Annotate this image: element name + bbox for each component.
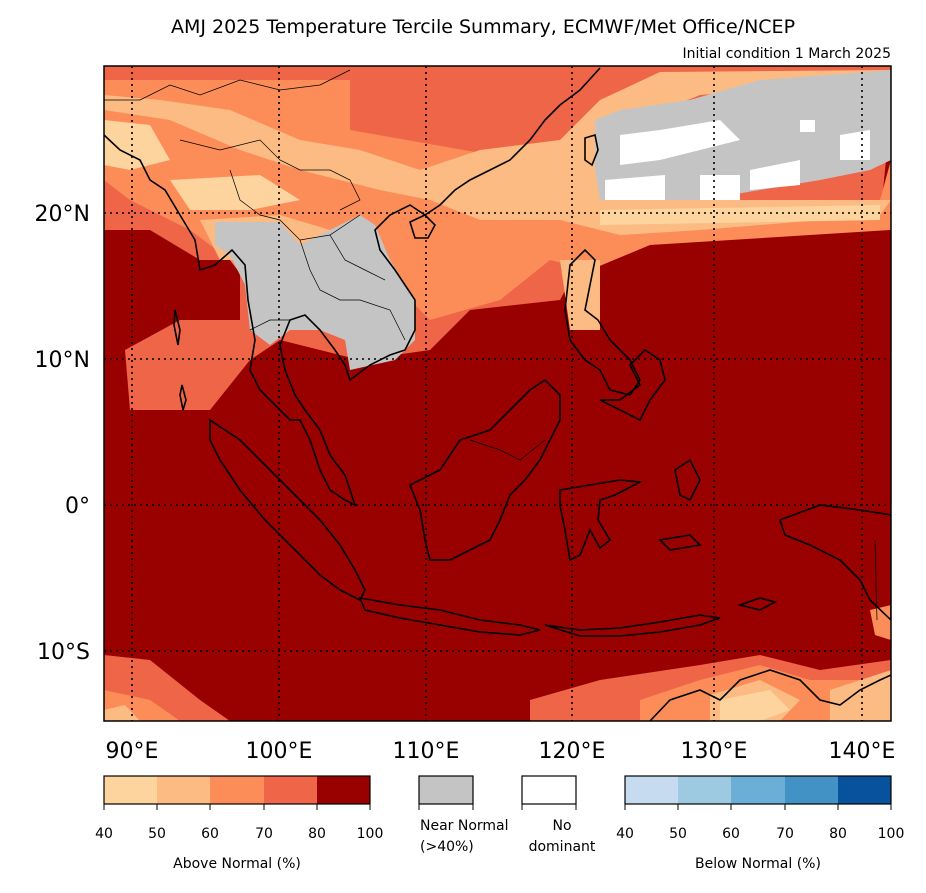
below-swatch-50-60 [678,776,731,804]
above-swatch-60-70 [210,776,264,804]
lat-label-10s: 10°S [37,640,90,665]
above-swatch-40-50 [104,776,157,804]
below-swatch-70-80 [785,776,838,804]
lat-label-0: 0° [65,494,90,519]
coastlines [104,67,891,721]
gridlines [104,66,891,721]
above-normal-title: Above Normal (%) [173,856,301,872]
above-tick-70: 70 [255,826,273,842]
lon-label-90e: 90°E [106,739,159,764]
lon-label-100e: 100°E [246,739,313,764]
above-swatch-80-100 [317,776,370,804]
lon-label-140e: 140°E [829,739,896,764]
near-normal-threshold: (>40%) [420,839,474,855]
below-tick-100: 100 [878,826,905,842]
above-tick-40: 40 [95,826,113,842]
below-swatch-80-100 [838,776,891,804]
lon-label-120e: 120°E [539,739,606,764]
no-dominant-swatch [521,775,577,805]
below-tick-60: 60 [722,826,740,842]
below-normal-colorbar: 40 50 60 70 80 100 Below Normal (%) [616,775,905,872]
near-normal-label: Near Normal [420,818,509,834]
below-tick-50: 50 [669,826,687,842]
above-swatch-50-60 [157,776,210,804]
near-normal-legend: Near Normal (>40%) [418,775,509,855]
above-normal-colorbar: 40 50 60 70 80 100 Above Normal (%) [95,775,384,872]
no-dominant-label-2: dominant [529,839,596,855]
lat-label-10n: 10°N [35,348,90,373]
no-dominant-legend: No dominant [521,775,596,855]
below-tick-70: 70 [776,826,794,842]
below-swatch-40-50 [625,776,678,804]
below-normal-title: Below Normal (%) [695,856,821,872]
above-tick-80: 80 [308,826,326,842]
no-dominant-label-1: No [552,818,571,834]
lon-label-130e: 130°E [681,739,748,764]
above-tick-100: 100 [357,826,384,842]
map-frame [103,65,892,722]
near-normal-swatch [418,775,474,805]
country-borders [104,69,878,621]
map-subtitle: Initial condition 1 March 2025 [682,46,891,62]
above-tick-50: 50 [148,826,166,842]
above-tick-60: 60 [201,826,219,842]
below-tick-80: 80 [829,826,847,842]
forecast-field [104,66,891,721]
map-title: AMJ 2025 Temperature Tercile Summary, EC… [170,16,796,38]
lon-label-110e: 110°E [393,739,460,764]
below-swatch-60-70 [731,776,785,804]
above-swatch-70-80 [264,776,317,804]
below-tick-40: 40 [616,826,634,842]
lat-label-20n: 20°N [35,202,90,227]
